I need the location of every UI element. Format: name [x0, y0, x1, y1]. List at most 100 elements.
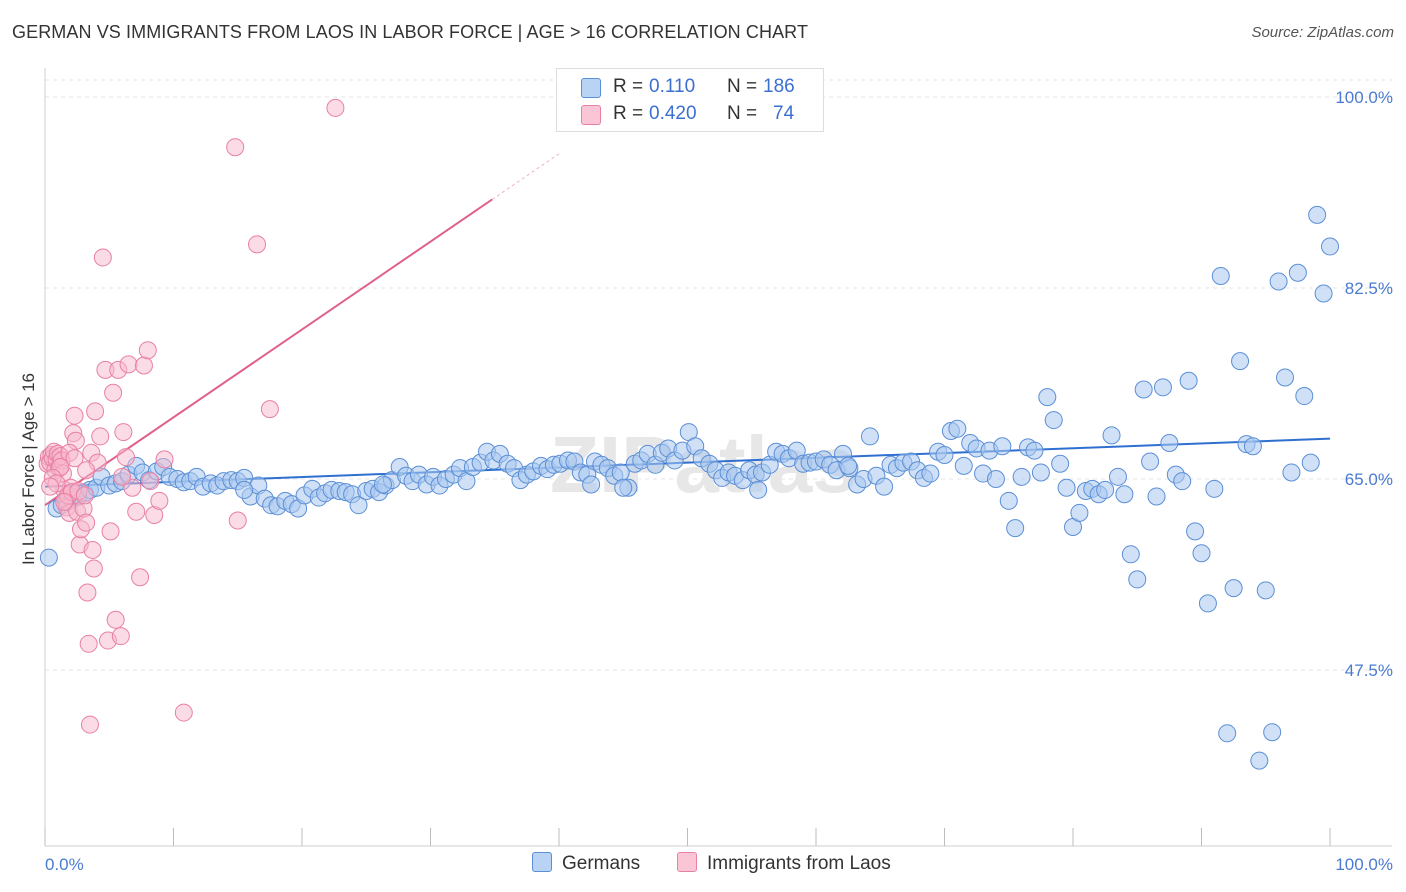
germans-point	[1211, 266, 1230, 285]
x-tick-label: 100.0%	[1335, 855, 1393, 874]
legend-row-laos: R = 0.420 N = 74	[557, 102, 823, 128]
chart-title: GERMAN VS IMMIGRANTS FROM LAOS IN LABOR …	[12, 22, 809, 42]
germans-point	[1134, 380, 1153, 399]
y-tick-label: 47.5%	[1345, 661, 1393, 680]
laos-point	[155, 450, 174, 469]
germans-point	[948, 419, 967, 438]
germans-point	[921, 464, 940, 483]
germans-point	[1025, 441, 1044, 460]
laos-point	[141, 472, 160, 491]
legend-n-value: 74	[773, 103, 795, 124]
germans-point	[1057, 478, 1076, 497]
laos-trend-line	[44, 198, 493, 507]
germans-point	[1153, 378, 1172, 397]
germans-swatch	[532, 852, 552, 872]
y-tick-labels: 47.5% 65.0% 82.5% 100.0%	[1335, 88, 1393, 680]
laos-point	[114, 423, 133, 442]
laos-point	[55, 492, 74, 511]
laos-label: Immigrants from Laos	[707, 853, 891, 874]
germans-point	[235, 480, 254, 499]
germans-point	[1192, 544, 1211, 563]
x-tick-label: 0.0%	[45, 855, 84, 874]
laos-point	[86, 402, 105, 421]
germans-point	[1295, 387, 1314, 406]
germans-point	[39, 548, 58, 567]
laos-point	[260, 400, 279, 419]
germans-point	[1044, 411, 1063, 430]
laos-point	[127, 502, 146, 521]
y-axis-label: In Labor Force | Age > 16	[19, 373, 38, 565]
germans-point	[1218, 724, 1237, 743]
laos-point	[326, 98, 345, 117]
germans-point	[1321, 237, 1339, 256]
germans-point	[1205, 479, 1224, 498]
laos-trend-line-extension	[491, 153, 560, 200]
germans-point	[1243, 437, 1262, 456]
germans-point	[1301, 453, 1320, 472]
laos-point	[93, 248, 112, 267]
laos-point	[65, 406, 84, 425]
germans-label: Germans	[562, 853, 641, 874]
germans-swatch	[581, 78, 601, 98]
germans-point	[373, 475, 392, 494]
germans-point	[1173, 472, 1192, 491]
y-tick-label: 100.0%	[1335, 88, 1393, 107]
laos-point	[91, 427, 110, 446]
laos-point	[101, 522, 120, 541]
germans-point	[860, 427, 879, 446]
germans-point	[1179, 371, 1198, 390]
bottom-legend-laos: Immigrants from Laos	[677, 852, 891, 875]
germans-point	[1256, 581, 1275, 600]
legend-n-label: N =	[727, 76, 758, 97]
legend-row-germans: R = 0.110 N = 186	[557, 75, 823, 101]
laos-swatch	[581, 105, 601, 125]
germans-point	[935, 445, 954, 464]
germans-point	[1269, 272, 1288, 291]
germans-point	[1115, 485, 1134, 504]
germans-point	[1096, 480, 1115, 499]
laos-point	[79, 634, 98, 653]
laos-point	[131, 568, 150, 587]
legend-r-value: 0.420	[649, 103, 697, 124]
germans-point	[1012, 467, 1031, 486]
y-tick-label: 82.5%	[1345, 279, 1393, 298]
germans-point	[1141, 452, 1160, 471]
legend-r-value: 0.110	[649, 76, 696, 97]
legend: R = 0.110 N = 186 R = 0.420 N = 74	[556, 68, 824, 132]
germans-point	[1121, 545, 1140, 564]
germans-point	[1308, 205, 1327, 224]
germans-point	[954, 456, 973, 475]
laos-point	[41, 477, 60, 496]
laos-point	[119, 355, 138, 374]
germans-point	[999, 491, 1018, 510]
laos-point	[75, 486, 94, 505]
germans-point	[1282, 463, 1301, 482]
x-tick-labels: 0.0% 100.0%	[45, 855, 1393, 874]
laos-point	[84, 559, 103, 578]
germans-point	[614, 478, 633, 497]
germans-point	[1288, 263, 1307, 282]
legend-n-value: 186	[763, 76, 795, 97]
laos-point	[150, 491, 169, 510]
laos-point	[77, 461, 96, 480]
germans-point	[1263, 723, 1282, 742]
bottom-legend-germans: Germans	[532, 852, 640, 875]
laos-point	[248, 235, 267, 254]
laos-point	[83, 540, 102, 559]
germans-point	[1224, 579, 1243, 598]
laos-point	[113, 467, 132, 486]
laos-point	[138, 341, 157, 360]
germans-point	[1198, 594, 1217, 613]
germans-point	[1070, 503, 1089, 522]
germans-point	[349, 496, 368, 515]
germans-points	[39, 205, 1339, 770]
germans-point	[875, 477, 894, 496]
germans-point	[1108, 467, 1127, 486]
germans-point	[1314, 284, 1333, 303]
laos-point	[78, 583, 97, 602]
laos-point	[134, 356, 153, 375]
legend-n-label: N =	[727, 103, 758, 124]
germans-point	[1038, 388, 1057, 407]
germans-point	[749, 480, 768, 499]
